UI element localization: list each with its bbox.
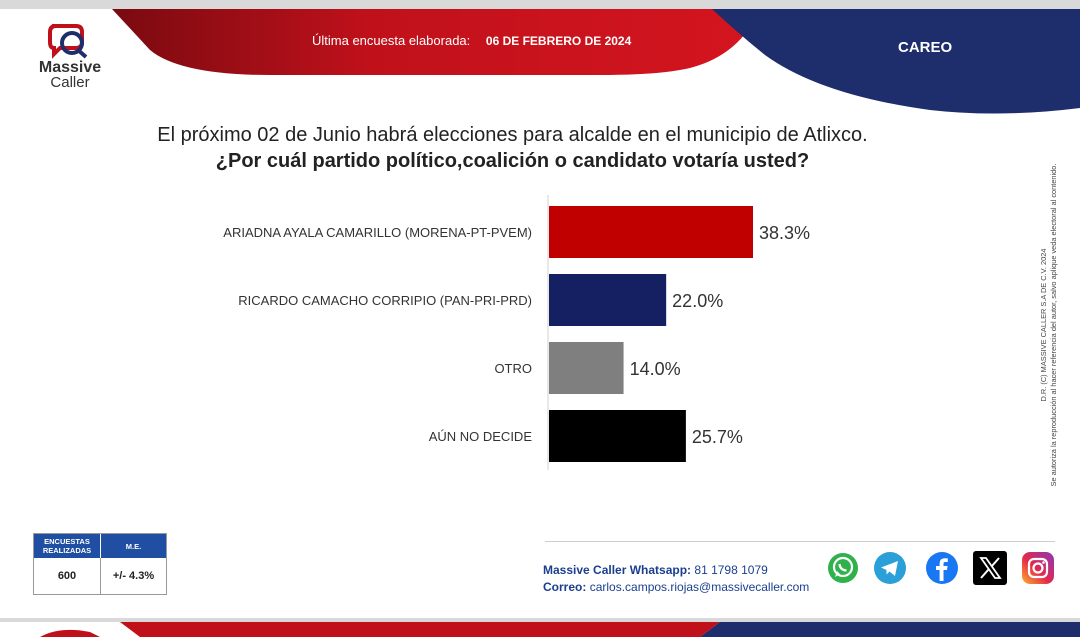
bar-4: [549, 410, 686, 462]
category-label-3: OTRO: [494, 361, 532, 376]
surveys-value: 600: [57, 570, 77, 582]
question-line-1: El próximo 02 de Junio habrá elecciones …: [157, 124, 868, 146]
data-label-1: 38.3%: [759, 223, 810, 243]
whatsapp-icon[interactable]: [826, 551, 860, 585]
bar-3: [549, 342, 624, 394]
contact-info: Massive Caller Whatsapp: 81 1798 1079 Co…: [543, 562, 809, 596]
category-label-1: ARIADNA AYALA CAMARILLO (MORENA-PT-PVEM): [223, 225, 532, 240]
bar-2: [549, 274, 667, 326]
last-survey-info: Última encuesta elaborada: 06 DE FEBRERO…: [312, 33, 631, 48]
x-icon[interactable]: [973, 551, 1007, 585]
surveys-header: ENCUESTAS REALIZADAS: [34, 534, 100, 558]
instagram-icon[interactable]: [1021, 551, 1055, 585]
last-survey-label: Última encuesta elaborada:: [312, 33, 471, 48]
facebook-icon[interactable]: [925, 551, 959, 585]
header-banner: [0, 0, 1080, 114]
category-label-2: RICARDO CAMACHO CORRIPIO (PAN-PRI-PRD): [238, 293, 532, 308]
logo-text-massive: Massive: [38, 59, 102, 76]
whatsapp-label: Massive Caller Whatsapp:: [543, 563, 692, 577]
logo-text-caller: Caller: [50, 74, 90, 91]
data-label-3: 14.0%: [630, 359, 681, 379]
disclaimer-line-1: D.R. (C) MASSIVE CALLER S.A DE C.V. 2024: [1039, 248, 1048, 402]
whatsapp-number[interactable]: 81 1798 1079: [694, 563, 768, 577]
footer-banner: [0, 618, 1080, 637]
massive-caller-logo: Massive Caller: [30, 22, 110, 92]
copyright-disclaimer: D.R. (C) MASSIVE CALLER S.A DE C.V. 2024…: [1034, 130, 1064, 520]
logo-speech-bubbles-icon: [48, 24, 88, 59]
telegram-icon[interactable]: [873, 551, 907, 585]
category-label-4: AÚN NO DECIDE: [429, 429, 533, 444]
data-label-4: 25.7%: [692, 427, 743, 447]
email-label: Correo:: [543, 580, 587, 594]
bar-1: [549, 206, 753, 258]
question-line-2: ¿Por cuál partido político,coalición o c…: [215, 150, 810, 172]
vote-intention-chart: 38.3% ARIADNA AYALA CAMARILLO (MORENA-PT-…: [223, 195, 810, 470]
margin-error-value: +/- 4.3%: [100, 558, 166, 594]
footer-divider: [545, 541, 1055, 542]
last-survey-date: 06 DE FEBRERO DE 2024: [485, 34, 632, 48]
survey-stats-table: ENCUESTAS REALIZADAS M.E. 600 +/- 4.3%: [33, 533, 167, 595]
email-address[interactable]: carlos.campos.riojas@massivecaller.com: [589, 580, 810, 594]
data-label-2: 22.0%: [672, 291, 723, 311]
section-title: CAREO: [898, 39, 953, 56]
disclaimer-line-2: Se autoriza la reproducción al hacer ref…: [1049, 163, 1058, 487]
margin-error-header: M.E.: [100, 534, 166, 558]
